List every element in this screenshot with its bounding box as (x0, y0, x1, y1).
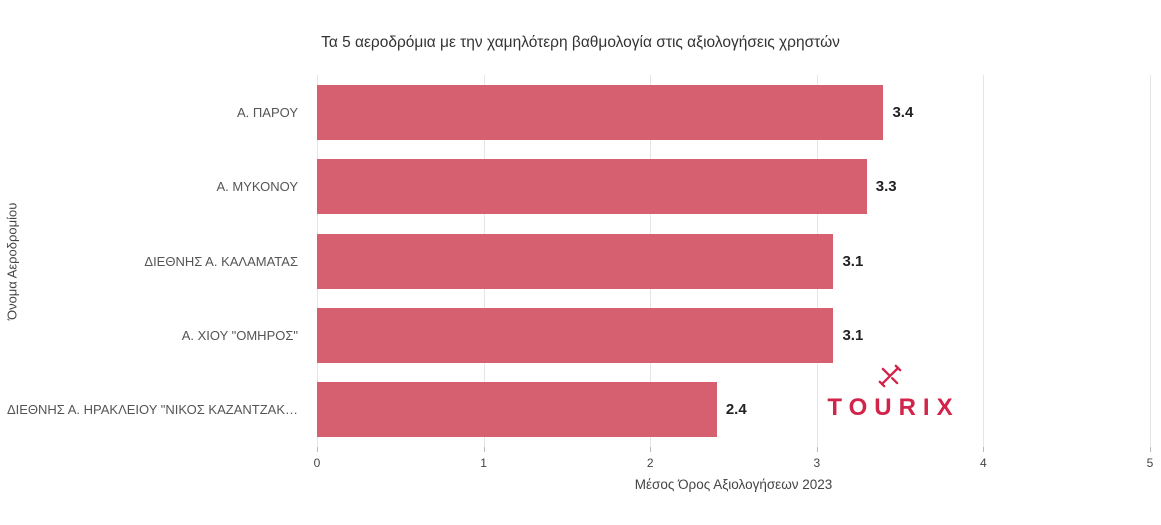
x-tick-label: 2 (646, 456, 654, 470)
bar (317, 382, 717, 438)
bar-value-label: 2.4 (725, 401, 747, 419)
bar-value-label: 3.4 (892, 103, 914, 121)
tourix-logo: TOURIX (810, 360, 970, 422)
bar (317, 233, 834, 289)
x-tick-label: 1 (480, 456, 487, 470)
x-tick-mark (816, 447, 818, 452)
x-tick-label: 3 (813, 456, 821, 470)
category-label: ΔΙΕΘΝΗΣ Α. ΗΡΑΚΛΕΙΟΥ "ΝΙΚΟΣ ΚΑΖΑΝΤΖΑΚ… (6, 402, 298, 418)
bar-value-label: 3.1 (842, 326, 864, 344)
bars: 3.4 3.3 3.1 3.1 2.4 (317, 75, 1150, 447)
x-axis-title: Μέσος Όρος Αξιολογήσεων 2023 (634, 477, 833, 492)
gridline (1150, 75, 1151, 447)
category-label: Α. ΠΑΡΟΥ (237, 104, 298, 120)
bar-row: 3.3 (317, 149, 1150, 223)
category-label: Α. ΜΥΚΟΝΟΥ (216, 179, 298, 195)
x-tick-mark (983, 447, 985, 452)
category-labels: Α. ΠΑΡΟΥ Α. ΜΥΚΟΝΟΥ ΔΙΕΘΝΗΣ Α. ΚΑΛΑΜΑΤΑΣ Α.… (0, 75, 308, 447)
plot-area: 3.4 3.3 3.1 3.1 2.4 (317, 75, 1151, 447)
x-axis-ticks: 0 1 2 3 4 5 (313, 447, 1153, 477)
bar-row: 3.1 (317, 224, 1150, 298)
category-label: Α. ΧΙΟΥ "ΟΜΗΡΟΣ" (181, 327, 298, 343)
bar (317, 307, 834, 363)
x-tick-mark (483, 447, 485, 452)
x-tick-mark (1150, 447, 1151, 452)
x-tick-mark (317, 447, 318, 452)
bar-row: 3.4 (317, 75, 1150, 149)
x-tick-label: 0 (313, 456, 321, 470)
bar-row: 3.1 (317, 298, 1150, 372)
gridline (983, 75, 985, 447)
bar (317, 159, 867, 215)
bar-value-label: 3.1 (842, 252, 864, 270)
x-tick-mark (650, 447, 652, 452)
tourix-logo-text: TOURIX (827, 394, 960, 421)
bar (317, 84, 884, 140)
category-label: ΔΙΕΘΝΗΣ Α. ΚΑΛΑΜΑΤΑΣ (144, 253, 298, 269)
x-tick-label: 5 (1146, 456, 1154, 470)
x-tick-label: 4 (980, 456, 987, 470)
bar-value-label: 3.3 (875, 178, 897, 196)
chart-title: Τα 5 αεροδρόμια με την χαμηλότερη βαθμολ… (321, 34, 840, 51)
tourix-logo-icon (878, 364, 902, 388)
bar-row: 2.4 (317, 373, 1150, 447)
